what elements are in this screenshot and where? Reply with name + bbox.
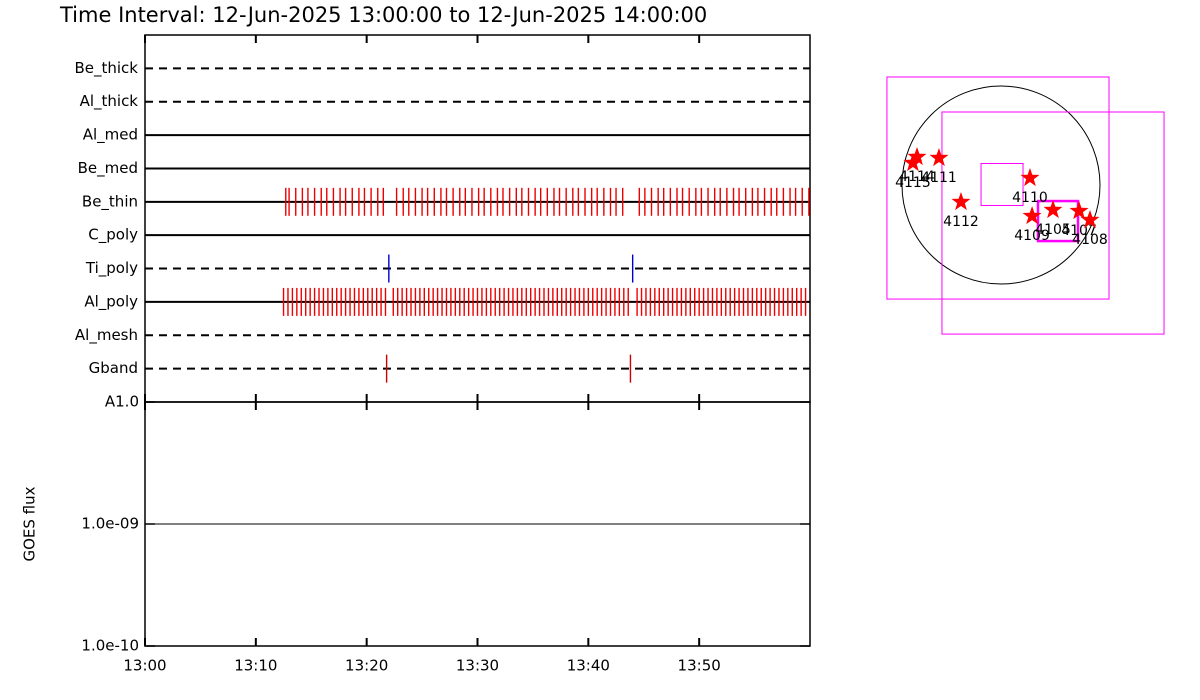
y-tick-label: 1.0e-09 xyxy=(81,515,139,533)
ar-label: 4108 xyxy=(1072,232,1108,248)
y-tick-label: 1.0e-10 xyxy=(81,637,139,655)
fov-box xyxy=(980,162,1024,206)
y-axis-label: GOES flux xyxy=(21,486,39,561)
y-tick-label: A1.0 xyxy=(105,393,139,411)
x-tick-label: 13:40 xyxy=(567,657,610,675)
title: Time Interval: 12-Jun-2025 13:00:00 to 1… xyxy=(59,3,707,27)
fov-box xyxy=(886,76,1110,300)
x-tick-label: 13:20 xyxy=(345,657,388,675)
ar-star xyxy=(907,147,927,166)
row-label: Be_thick xyxy=(74,59,138,78)
ar-star xyxy=(929,148,949,167)
row-label: Al_mesh xyxy=(75,326,138,345)
row-label: Al_med xyxy=(83,126,138,145)
row-label: Al_poly xyxy=(84,292,138,311)
x-tick-label: 13:00 xyxy=(123,657,166,675)
ar-label: 4109 xyxy=(1014,228,1050,244)
row-label: Ti_poly xyxy=(85,259,138,278)
row-label: C_poly xyxy=(88,226,138,245)
ar-star xyxy=(1069,201,1089,220)
ar-label: 4114 xyxy=(899,169,935,185)
row-label: Al_thick xyxy=(80,92,139,111)
x-tick-label: 13:10 xyxy=(234,657,277,675)
x-tick-label: 13:30 xyxy=(456,657,499,675)
ar-star xyxy=(951,192,971,211)
ar-star xyxy=(1080,210,1100,229)
ar-star xyxy=(1043,200,1063,219)
row-label: Be_thin xyxy=(82,192,138,211)
ar-label: 4115 xyxy=(895,175,931,191)
fov-box xyxy=(1036,199,1080,243)
ar-star xyxy=(1022,206,1042,225)
fov-box xyxy=(941,111,1165,335)
solar-disk xyxy=(901,85,1101,285)
timeline-frame xyxy=(144,34,811,403)
ar-star xyxy=(1020,168,1040,187)
x-tick-label: 13:50 xyxy=(678,657,721,675)
ar-label: 4112 xyxy=(943,214,979,230)
row-label: Be_med xyxy=(78,159,138,178)
ar-label: 4105 xyxy=(1035,222,1071,238)
row-label: Gband xyxy=(89,359,138,377)
ar-label: 4111 xyxy=(921,170,957,186)
ar-label: 4107 xyxy=(1061,223,1097,239)
ar-label: 4110 xyxy=(1012,190,1048,206)
